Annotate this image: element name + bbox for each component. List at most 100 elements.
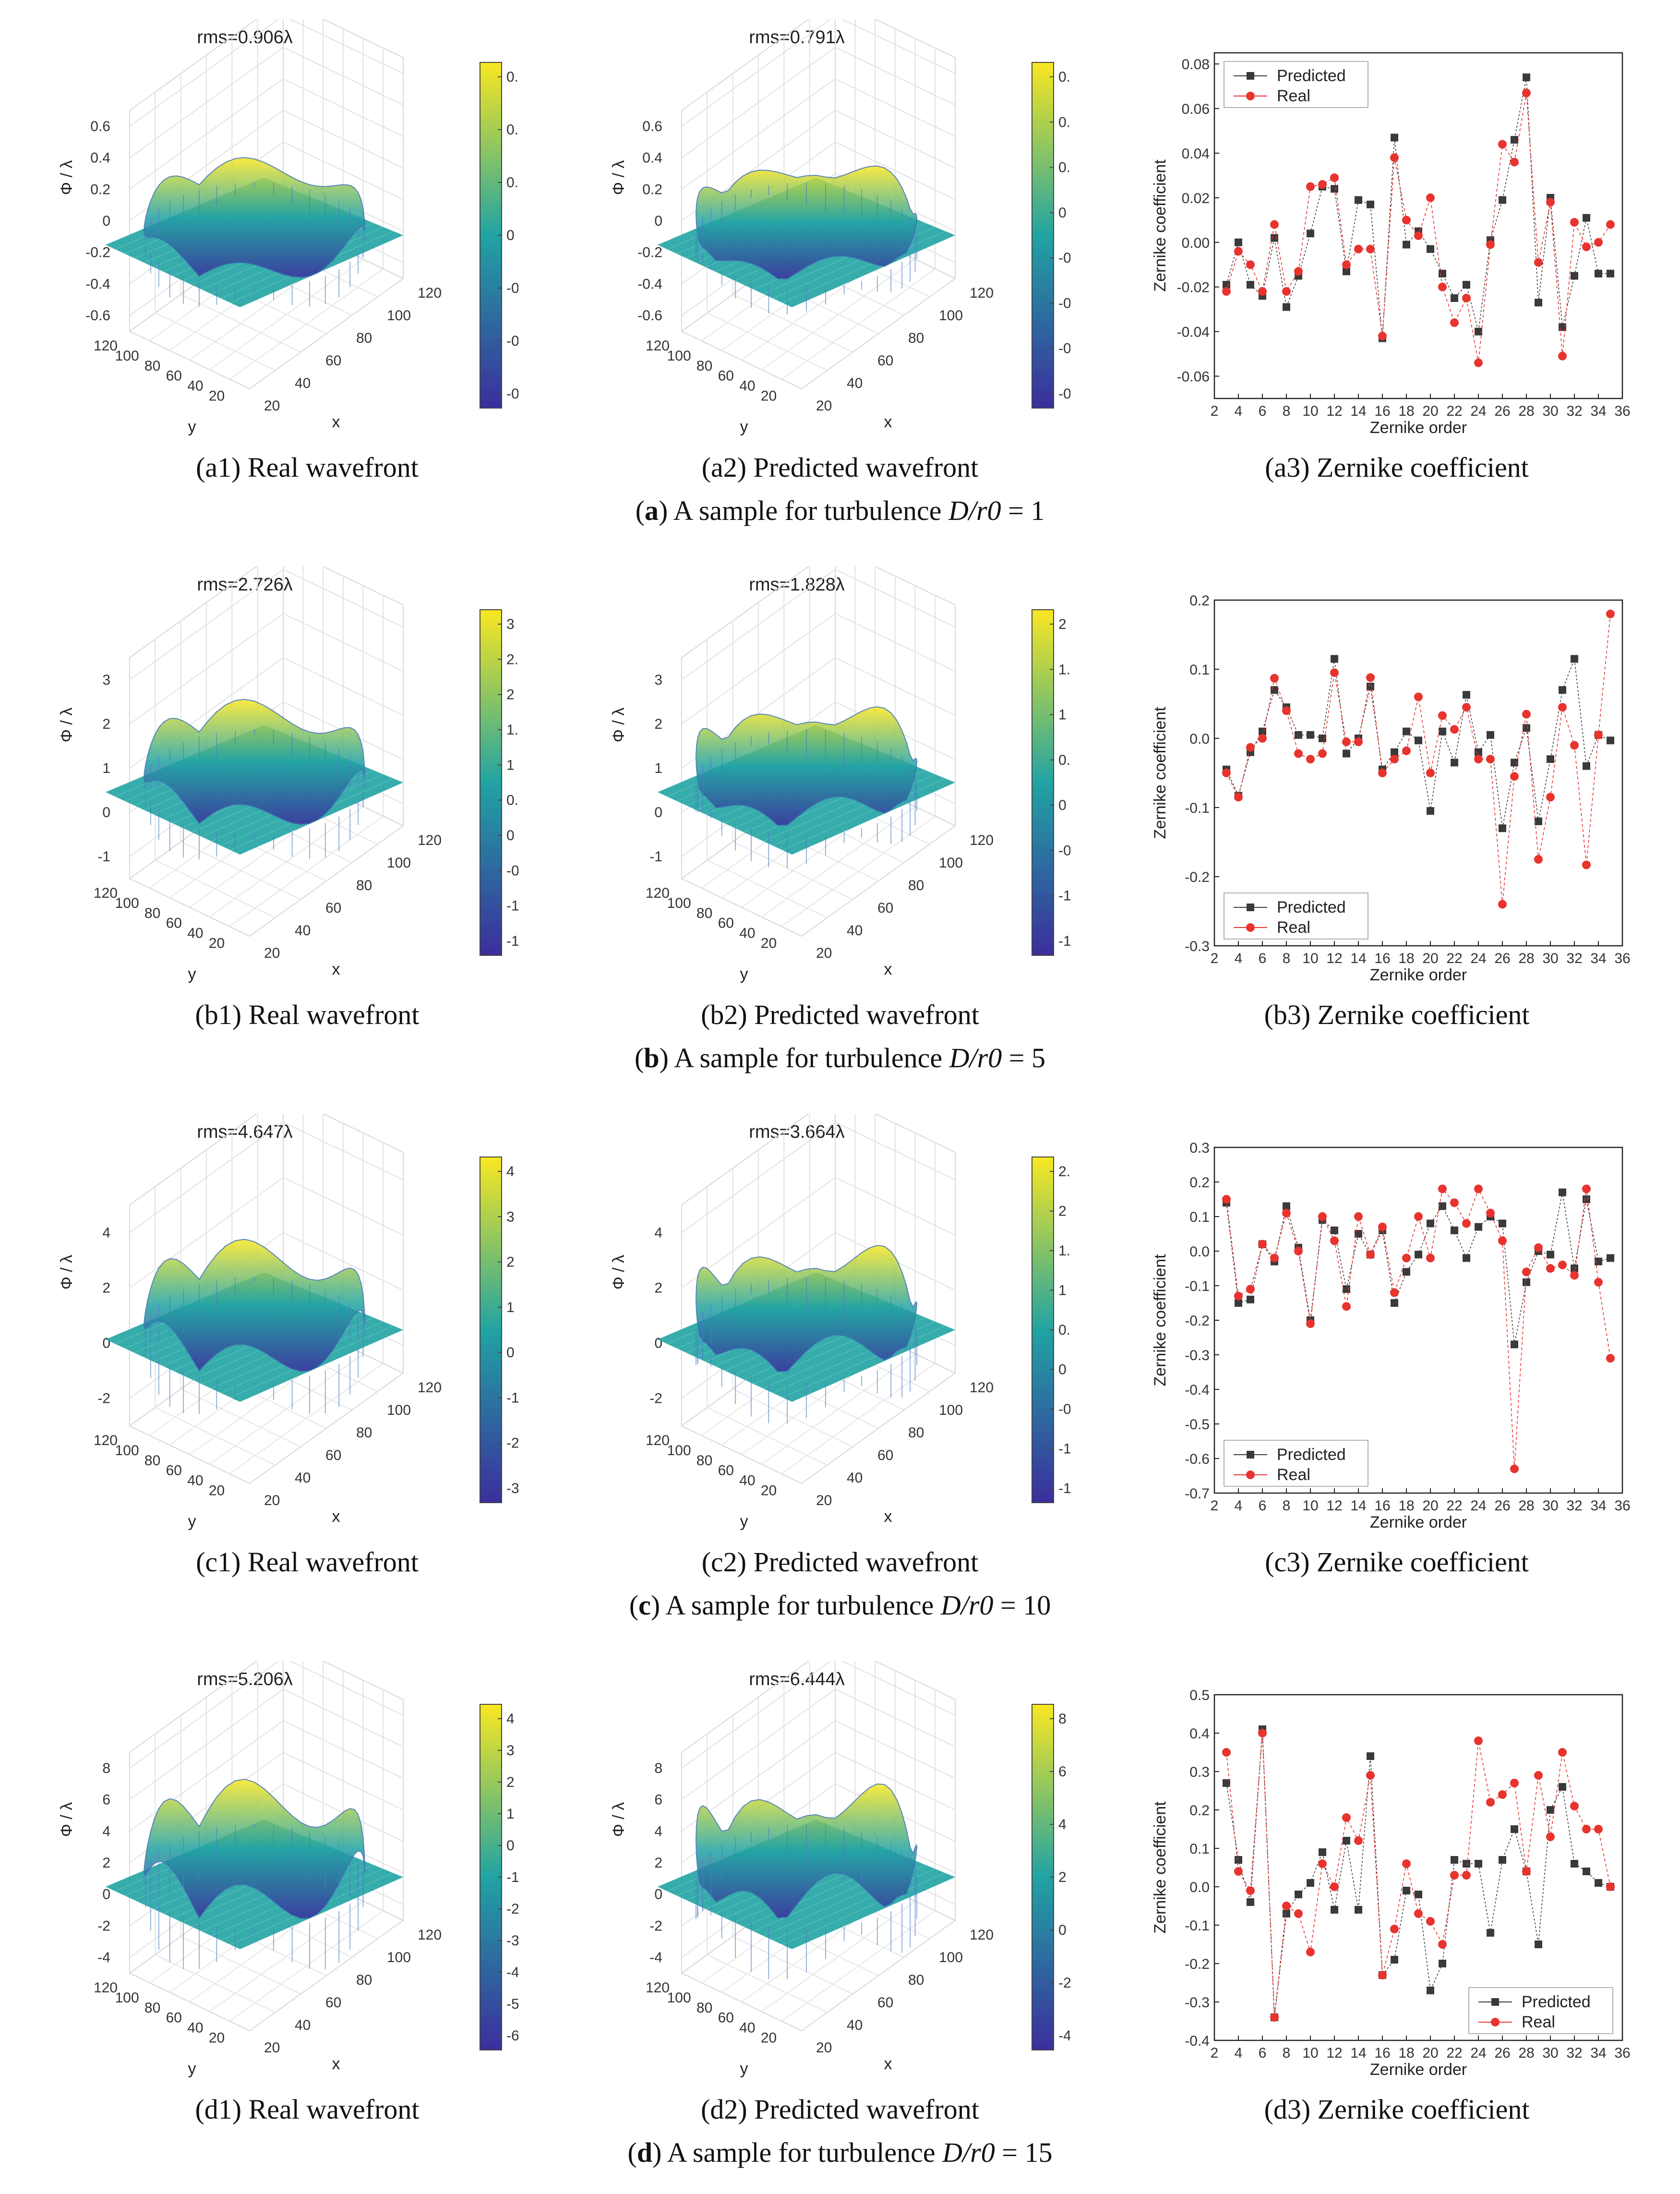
real-point	[1222, 1195, 1231, 1204]
real-point	[1378, 1971, 1387, 1979]
real-point	[1462, 1871, 1471, 1880]
real-point	[1522, 1867, 1531, 1876]
real-point	[1378, 769, 1387, 777]
row-letter: a	[645, 495, 659, 526]
colorbar-tick-label: -0.8	[1058, 386, 1070, 402]
real-point	[1414, 1909, 1423, 1918]
colorbar-tick-label: -1.5	[1058, 1481, 1070, 1496]
x-tick-label: 40	[847, 2017, 863, 2033]
z-tick-label: 8	[654, 1760, 662, 1776]
colorbar	[480, 1157, 502, 1503]
predicted-point	[1535, 1941, 1542, 1948]
colorbar-tick-label: -5	[506, 1996, 518, 2012]
z-tick-label: -0.2	[637, 245, 662, 261]
real-point	[1450, 318, 1459, 327]
x-tick-label: 10	[1302, 2045, 1318, 2061]
real-point	[1606, 220, 1615, 229]
predicted-point	[1427, 245, 1434, 253]
predicted-point	[1583, 214, 1590, 222]
y-tick-label: 20	[761, 2030, 777, 2046]
real-point	[1438, 1940, 1447, 1949]
x-tick-label: 36	[1614, 403, 1630, 419]
x-tick-label: 12	[1326, 403, 1342, 419]
real-point	[1486, 755, 1495, 764]
predicted-point	[1439, 1202, 1446, 1210]
x-tick-label: 28	[1518, 2045, 1534, 2061]
series-line-real	[1226, 614, 1611, 904]
panel-caption: (d2) Predicted wavefront	[701, 2094, 979, 2125]
real-point	[1474, 358, 1483, 367]
colorbar-tick-label: 0.5	[1058, 752, 1070, 768]
y-tick-label: 0.1	[1189, 1841, 1210, 1857]
rms-title: rms=0.791λ	[749, 27, 845, 48]
real-point	[1294, 267, 1303, 276]
x-tick-label: 10	[1302, 403, 1318, 419]
real-point	[1306, 1319, 1315, 1328]
colorbar-tick-label: -0.6	[1058, 341, 1070, 357]
real-point	[1594, 730, 1603, 739]
real-point	[1354, 244, 1363, 253]
turbulence-value: 5	[1031, 1042, 1045, 1073]
colorbar-tick-label: 0.2	[506, 175, 518, 191]
real-point	[1390, 1288, 1399, 1297]
predicted-point	[1475, 748, 1482, 756]
predicted-point	[1355, 196, 1362, 204]
colorbar-tick-label: 2	[1058, 1204, 1067, 1219]
x-tick-label: 24	[1470, 1498, 1486, 1514]
y-tick-label: 100	[667, 895, 691, 911]
y-tick-label: 0.2	[1189, 593, 1210, 609]
z-axis-label: Φ / λ	[58, 160, 76, 195]
real-point	[1606, 1882, 1615, 1891]
real-point	[1546, 1264, 1555, 1273]
y-tick-label: 0.06	[1182, 101, 1210, 117]
legend: Predicted Real	[1224, 892, 1368, 940]
z-tick-label: 0.2	[642, 181, 662, 197]
x-tick-label: 32	[1566, 951, 1582, 966]
y-axis-label: Zernike coefficient	[1151, 1801, 1169, 1934]
x-tick-label: 120	[418, 832, 442, 848]
y-tick-label: 100	[115, 348, 139, 364]
x-tick-label: 32	[1566, 1498, 1582, 1514]
z-tick-label: 2	[102, 1855, 110, 1871]
colorbar-tick-label: -1	[1058, 1441, 1070, 1457]
y-tick-label: 100	[667, 348, 691, 364]
real-point	[1414, 231, 1423, 240]
real-point	[1402, 1254, 1411, 1263]
z-tick-label: 6	[654, 1792, 662, 1808]
predicted-point	[1571, 1860, 1578, 1868]
predicted-point	[1559, 1188, 1566, 1196]
x-tick-label: 18	[1398, 2045, 1414, 2061]
colorbar-tick-label: -2	[506, 1435, 518, 1451]
x-tick-label: 20	[264, 1493, 280, 1508]
real-point	[1486, 1798, 1495, 1807]
predicted-point	[1583, 1868, 1590, 1875]
y-tick-label: -0.3	[1185, 1348, 1210, 1363]
x-tick-label: 20	[1422, 2045, 1438, 2061]
y-tick-label: 60	[718, 1463, 734, 1479]
x-tick-label: 100	[939, 308, 963, 324]
real-point	[1366, 673, 1375, 682]
panel-caption: (b3) Zernike coefficient	[1264, 999, 1530, 1030]
predicted-point	[1415, 1891, 1422, 1898]
predicted-point	[1571, 655, 1578, 663]
x-tick-label: 80	[908, 878, 924, 893]
x-tick-label: 26	[1494, 403, 1510, 419]
predicted-point	[1511, 136, 1518, 144]
colorbar-tick-label: -1.5	[506, 933, 518, 949]
z-tick-label: 0	[654, 213, 662, 229]
real-point	[1426, 1917, 1435, 1926]
x-axis-label: x	[332, 960, 340, 978]
predicted-point	[1463, 281, 1470, 289]
real-point	[1342, 1302, 1351, 1311]
real-point	[1270, 1254, 1279, 1263]
z-tick-label: -0.6	[85, 308, 110, 324]
panel-caption: (c2) Predicted wavefront	[701, 1546, 979, 1578]
predicted-point	[1451, 1856, 1458, 1864]
y-tick-label: 0.0	[1189, 1880, 1210, 1895]
predicted-point	[1487, 731, 1494, 739]
x-axis-label: x	[884, 2055, 892, 2073]
real-point	[1498, 1790, 1507, 1799]
y-tick-label: -0.1	[1185, 1278, 1210, 1294]
predicted-point	[1295, 1891, 1302, 1898]
